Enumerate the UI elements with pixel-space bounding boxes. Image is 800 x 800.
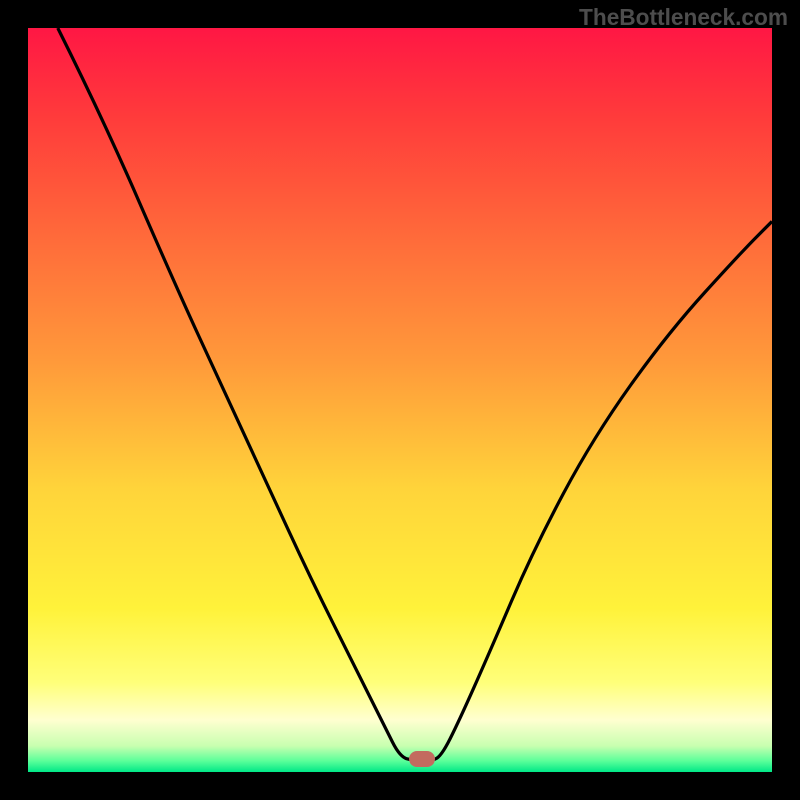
curve-layer [28, 28, 772, 772]
watermark-text: TheBottleneck.com [579, 4, 788, 31]
chart-container: TheBottleneck.com [0, 0, 800, 800]
plot-area [28, 28, 772, 772]
optimum-marker [409, 751, 435, 767]
bottleneck-curve [58, 28, 772, 761]
